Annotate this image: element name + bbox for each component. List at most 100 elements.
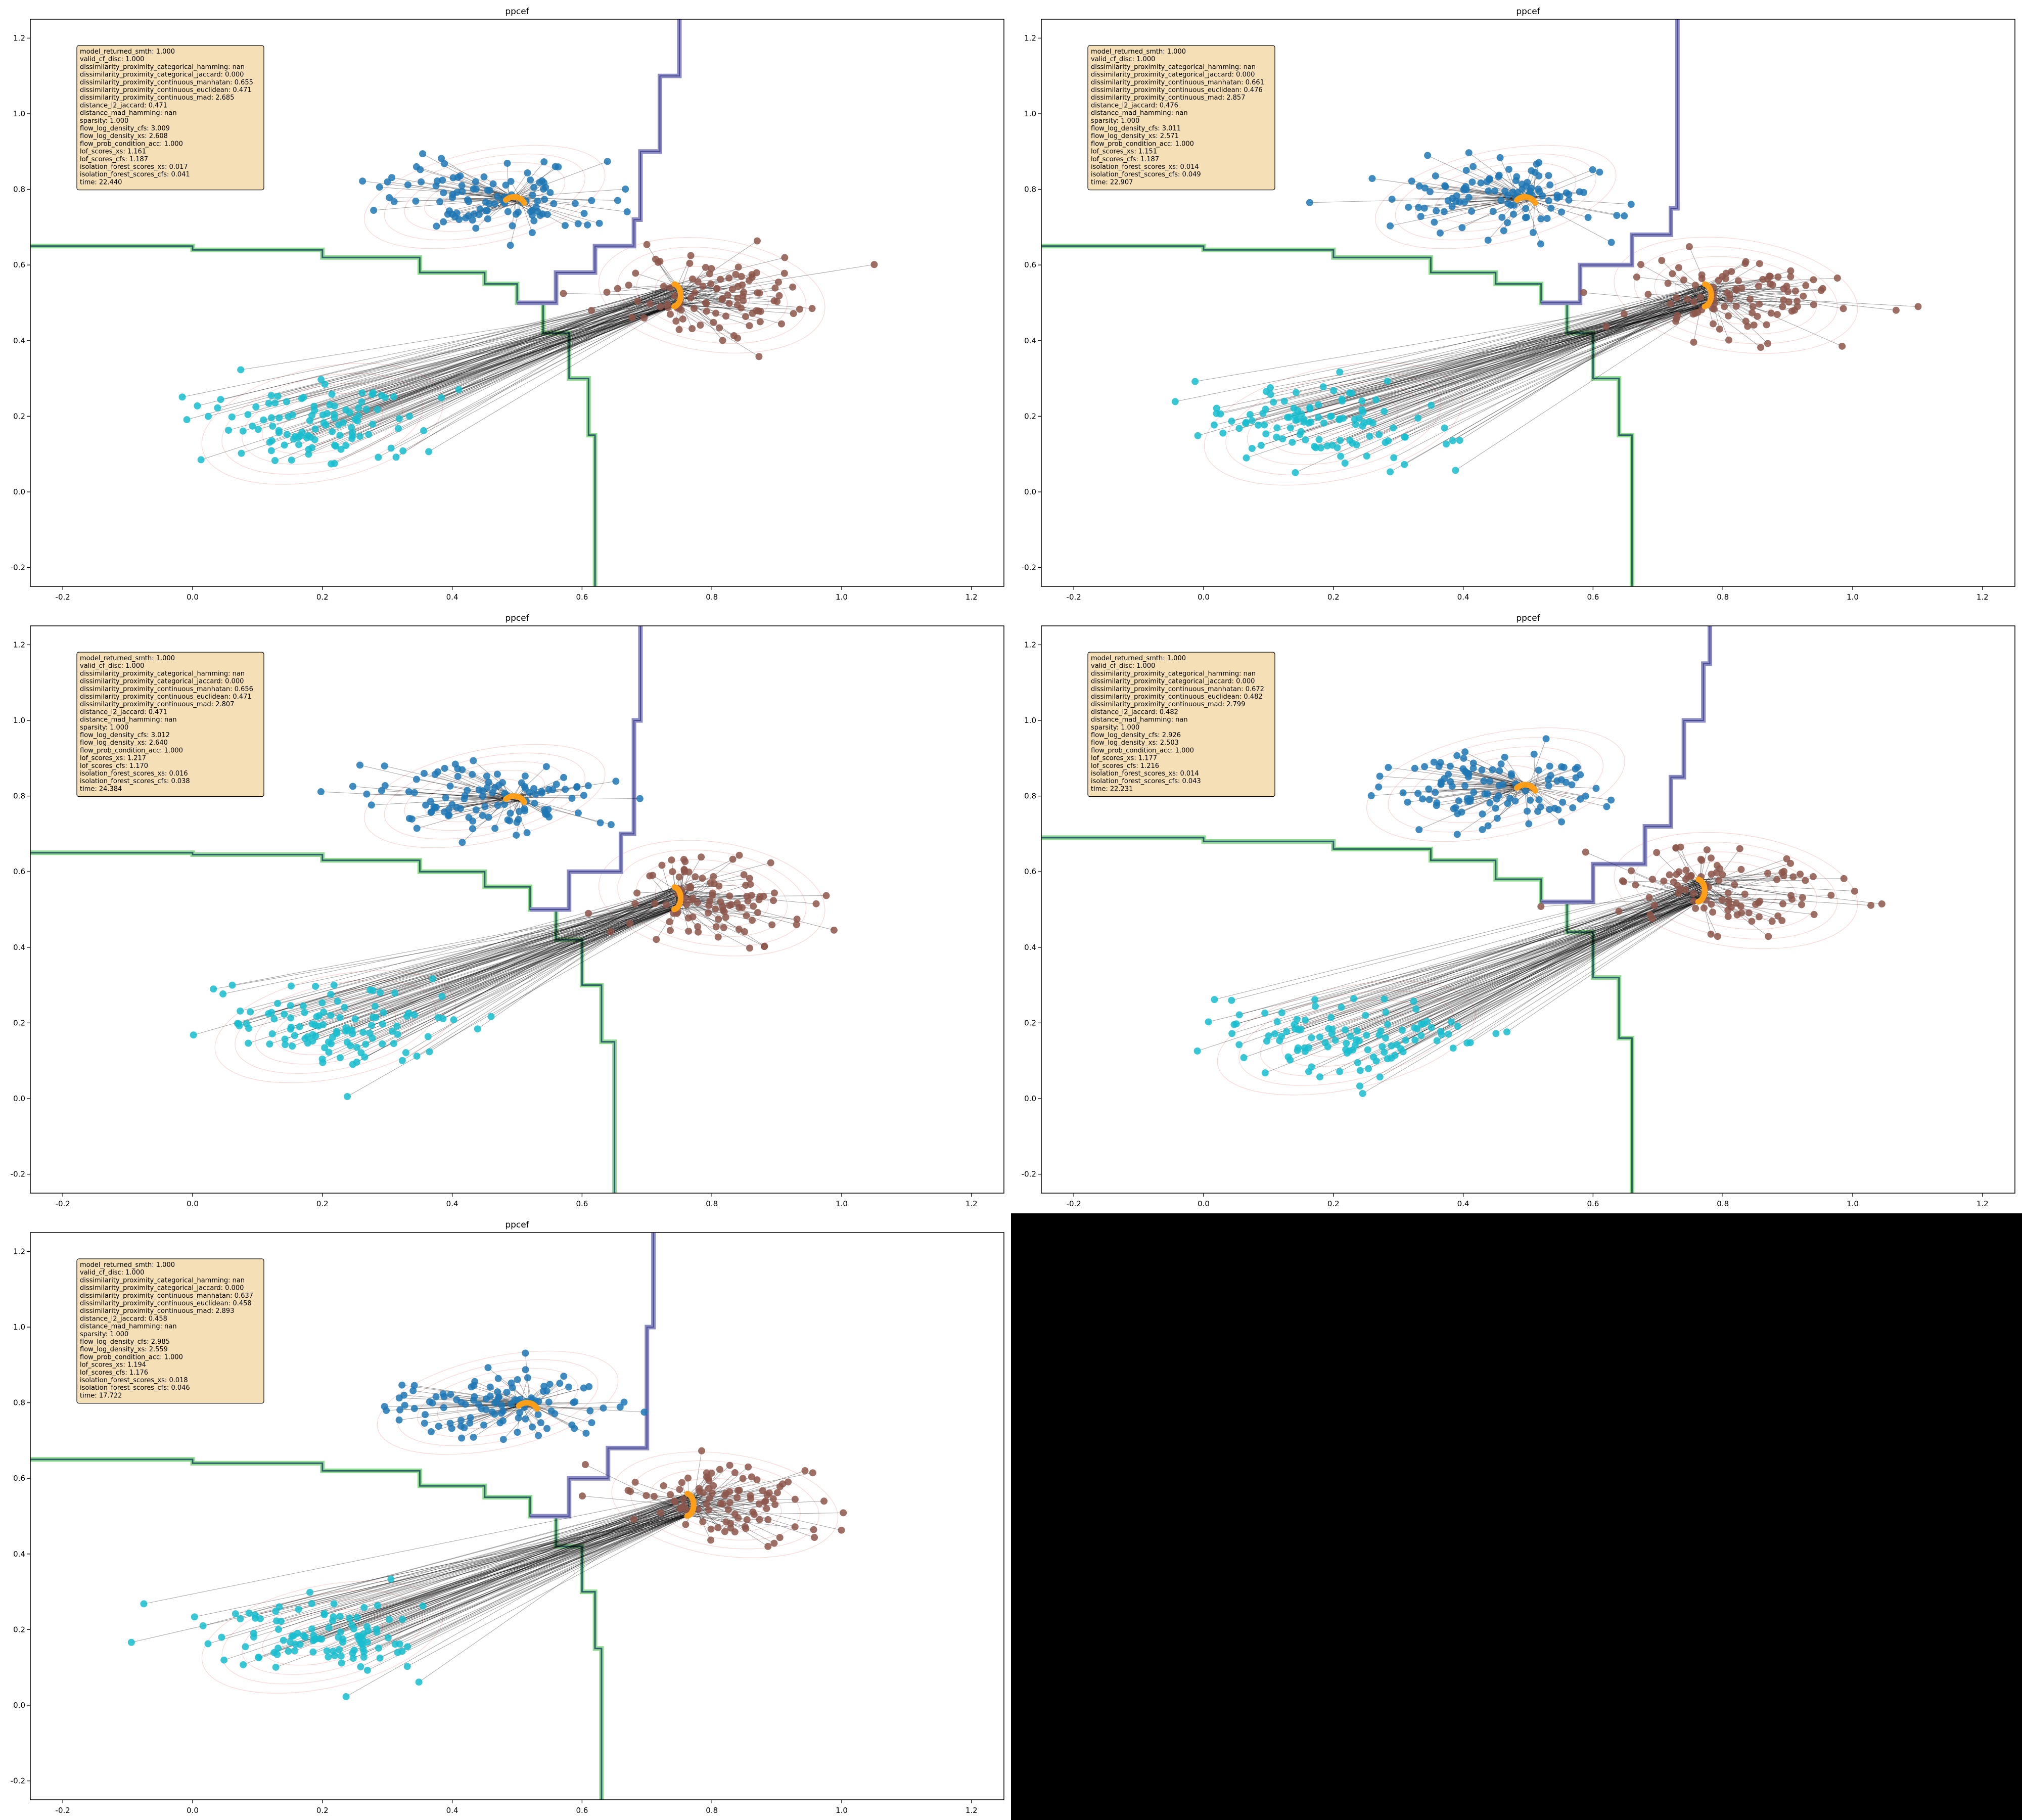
data-point-class-1: [675, 873, 683, 881]
decision-boundary-edge: [530, 1233, 654, 1517]
counterfactual-arrow: [1308, 898, 1703, 1048]
data-point-class-2: [328, 460, 335, 468]
data-point-class-2: [434, 1014, 442, 1021]
counterfactual-arrow: [380, 1512, 692, 1659]
counterfactual-arrow: [383, 890, 679, 1013]
counterfactual-arrow: [1366, 304, 1708, 457]
data-point-class-2: [318, 999, 326, 1007]
counterfactual-arrow: [340, 1515, 688, 1632]
data-point-class-2: [1433, 1037, 1441, 1044]
counterfactual-arrow: [1337, 293, 1712, 448]
data-point-class-2: [393, 1022, 401, 1030]
data-point-class-1: [740, 871, 748, 879]
data-point-class-1: [734, 263, 742, 271]
data-point-class-0: [381, 762, 388, 770]
data-point-class-0: [1527, 796, 1534, 804]
density-contour: [655, 266, 769, 325]
data-point-class-0: [1553, 777, 1561, 785]
y-tick-label: -0.2: [11, 563, 25, 572]
data-point-class-0: [427, 798, 434, 805]
counterfactual-arrow: [363, 1515, 688, 1653]
metric-line: isolation_forest_scores_xs: 0.017: [80, 163, 188, 171]
data-point-class-0: [439, 1390, 447, 1397]
counterfactual-arrow: [1298, 290, 1711, 411]
density-contour: [1634, 842, 1838, 940]
data-point-class-1: [1802, 877, 1809, 884]
data-point-class-1: [1802, 282, 1810, 289]
data-point-class-1: [1620, 310, 1628, 317]
data-point-class-2: [360, 1653, 367, 1661]
data-point-class-2: [1280, 397, 1288, 405]
counterfactual-arrow: [346, 889, 678, 1028]
counterfactual-arrow: [291, 905, 679, 1019]
counterfactual-point: [1695, 877, 1702, 883]
counterfactual-arrow: [208, 1501, 694, 1644]
counterfactual-arrow: [1387, 298, 1711, 382]
counterfactual-arrow: [1520, 786, 1539, 800]
counterfactual-arrow: [1342, 291, 1711, 401]
data-point-class-2: [1295, 1026, 1302, 1033]
counterfactual-arrow: [585, 1464, 690, 1515]
counterfactual-arrow: [1327, 306, 1706, 446]
counterfactual-arrow: [1287, 298, 1711, 418]
data-point-class-1: [1734, 277, 1742, 285]
data-point-class-2: [1419, 1020, 1427, 1028]
counterfactual-arrow: [357, 1513, 692, 1618]
data-point-class-1: [614, 285, 621, 292]
data-point-class-0: [1481, 790, 1489, 798]
data-point-class-2: [1327, 1014, 1335, 1021]
counterfactual-arrow: [1295, 284, 1706, 473]
counterfactual-arrow: [1431, 292, 1711, 406]
counterfactual-arrow: [300, 1503, 694, 1645]
data-point-class-2: [205, 413, 212, 420]
data-point-class-2: [410, 1011, 418, 1019]
counterfactual-arrow: [521, 199, 588, 225]
counterfactual-arrow: [307, 903, 680, 1043]
data-point-class-0: [1535, 766, 1542, 774]
data-point-class-2: [1428, 1024, 1435, 1031]
data-point-class-1: [838, 1526, 845, 1534]
counterfactual-arrow: [1301, 286, 1709, 415]
data-point-class-1: [717, 276, 724, 283]
density-contour: [617, 849, 807, 947]
counterfactual-arrow: [1266, 302, 1710, 434]
counterfactual-arrow: [324, 1506, 694, 1615]
data-point-class-1: [705, 1485, 712, 1492]
counterfactual-arrow: [381, 304, 678, 396]
data-point-class-2: [1315, 414, 1322, 421]
data-point-class-0: [1469, 163, 1477, 170]
data-point-class-2: [268, 1009, 275, 1016]
data-point-class-0: [514, 1429, 521, 1436]
data-point-class-2: [308, 1020, 316, 1028]
data-point-class-0: [522, 1349, 529, 1357]
data-point-class-2: [1375, 1031, 1383, 1039]
data-point-class-0: [522, 1415, 529, 1423]
data-point-class-0: [574, 220, 582, 228]
data-point-class-1: [733, 1494, 741, 1502]
counterfactual-arrow: [1301, 896, 1704, 1030]
x-tick-label: 1.2: [966, 593, 978, 602]
data-point-class-1: [1780, 296, 1787, 304]
data-point-class-2: [319, 411, 327, 419]
data-point-class-0: [1498, 213, 1506, 221]
data-point-class-1: [705, 901, 713, 909]
data-point-class-2: [312, 982, 319, 990]
counterfactual-arrow: [315, 887, 676, 987]
data-point-class-0: [1496, 154, 1504, 161]
density-contour: [1225, 372, 1442, 476]
data-point-class-1: [1725, 896, 1732, 904]
metric-line: flow_log_density_cfs: 3.012: [80, 732, 170, 739]
axes-frame: [30, 625, 1004, 1194]
counterfactual-arrow: [610, 907, 677, 932]
data-point-class-2: [321, 381, 329, 388]
data-point-class-1: [627, 1488, 634, 1495]
counterfactual-arrow: [285, 901, 681, 1039]
data-point-class-0: [535, 1398, 542, 1405]
counterfactual-arrow: [1290, 287, 1709, 428]
data-point-class-2: [237, 1615, 244, 1623]
counterfactual-arrow: [1323, 285, 1707, 387]
data-point-class-1: [1698, 275, 1706, 282]
counterfactual-arrow: [331, 891, 679, 1044]
counterfactual-arrow: [318, 887, 675, 1027]
data-point-class-1: [745, 1463, 752, 1471]
